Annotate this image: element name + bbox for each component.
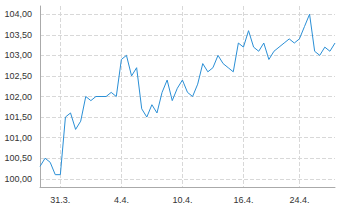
svg-text:4.4.: 4.4. (114, 195, 129, 205)
svg-text:103,50: 103,50 (4, 30, 32, 40)
svg-text:10.4.: 10.4. (172, 195, 192, 205)
svg-text:100,50: 100,50 (4, 153, 32, 163)
svg-text:100,00: 100,00 (4, 174, 32, 184)
svg-text:16.4.: 16.4. (233, 195, 253, 205)
svg-text:102,50: 102,50 (4, 71, 32, 81)
svg-text:102,00: 102,00 (4, 92, 32, 102)
svg-text:101,50: 101,50 (4, 112, 32, 122)
svg-text:103,00: 103,00 (4, 50, 32, 60)
svg-text:101,00: 101,00 (4, 133, 32, 143)
svg-text:24.4.: 24.4. (289, 195, 309, 205)
svg-text:104,00: 104,00 (4, 9, 32, 19)
svg-text:31.3.: 31.3. (50, 195, 70, 205)
